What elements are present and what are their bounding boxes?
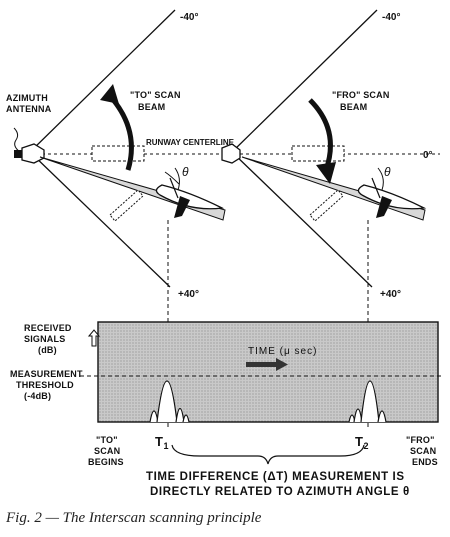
- angle-label-plus40-right: +40°: [380, 289, 401, 300]
- angle-label-zero: 0°: [423, 150, 433, 161]
- received-signal-plot: TIME (μ sec) RECEIVED SIGNALS (dB) MEASU…: [10, 321, 444, 498]
- antenna-label-line2: ANTENNA: [6, 104, 52, 114]
- angle-label-minus40-right: -40°: [382, 12, 400, 23]
- time-difference-brace: [171, 444, 365, 465]
- signal-arrow-icon: [309, 189, 344, 222]
- to-beam-label-line1: "TO" SCAN: [130, 90, 181, 100]
- time-label: TIME (μ sec): [248, 346, 317, 357]
- time-difference-line2: DIRECTLY RELATED TO AZIMUTH ANGLE θ: [150, 486, 410, 498]
- theta-label-left: θ: [182, 165, 189, 179]
- fro-scan-ends-line2: SCAN: [410, 446, 436, 456]
- runway-icon: [91, 145, 145, 162]
- fro-scan-beam: [241, 156, 426, 221]
- aircraft-icon: [357, 177, 427, 218]
- azimuth-antenna-icon: [13, 127, 45, 164]
- received-signals-label-line3: (dB): [38, 345, 57, 355]
- received-signals-label-line2: SIGNALS: [24, 334, 65, 344]
- theta-label-right: θ: [384, 165, 391, 179]
- scan-limit-line-plus40: [29, 151, 171, 288]
- t2-label: T2: [355, 434, 369, 451]
- fro-scan-ends-line3: ENDS: [412, 457, 438, 467]
- angle-label-minus40-left: -40°: [180, 12, 198, 23]
- fro-beam-label-line1: "FRO" SCAN: [332, 90, 390, 100]
- fro-scan-ends-line1: "FRO": [406, 435, 435, 445]
- theta-arc: [174, 167, 180, 191]
- theta-arc: [377, 167, 384, 191]
- signal-arrow-icon: [109, 189, 144, 222]
- to-scan-pulse: [149, 380, 190, 423]
- up-arrow-icon: [87, 329, 101, 347]
- aircraft-icon: [155, 171, 225, 218]
- to-scan-begins-line3: BEGINS: [88, 457, 124, 467]
- plot-background: [97, 321, 439, 423]
- threshold-label-line1: MEASUREMENT: [10, 369, 83, 379]
- antenna-label-line1: AZIMUTH: [6, 93, 48, 103]
- received-signals-label-line1: RECEIVED: [24, 323, 72, 333]
- to-scan-begins-line1: "TO": [96, 435, 118, 445]
- fro-scan-pulse: [348, 380, 387, 423]
- runway-icon: [291, 145, 345, 162]
- time-difference-line1: TIME DIFFERENCE (ΔT) MEASUREMENT IS: [146, 471, 405, 483]
- time-arrow-icon: [246, 358, 288, 371]
- t1-label: T1: [155, 434, 169, 451]
- fro-beam-label-line2: BEAM: [340, 102, 367, 112]
- fro-scan-diagram: [221, 9, 427, 288]
- angle-label-plus40-left: +40°: [178, 289, 199, 300]
- scan-limit-line-plus40: [231, 151, 373, 288]
- scan-limit-line-minus40: [29, 9, 176, 153]
- runway-centerline-label: RUNWAY CENTERLINE: [146, 138, 235, 147]
- azimuth-antenna-icon: [221, 143, 241, 164]
- fro-scan-arrow-icon: [308, 98, 333, 171]
- threshold-label-line3: (-4dB): [24, 391, 51, 401]
- to-scan-begins-line2: SCAN: [94, 446, 120, 456]
- scan-limit-line-minus40: [231, 9, 378, 153]
- threshold-label-line2: THRESHOLD: [16, 380, 74, 390]
- to-beam-label-line2: BEAM: [138, 102, 165, 112]
- figure-caption: Fig. 2 — The Interscan scanning principl…: [6, 510, 262, 526]
